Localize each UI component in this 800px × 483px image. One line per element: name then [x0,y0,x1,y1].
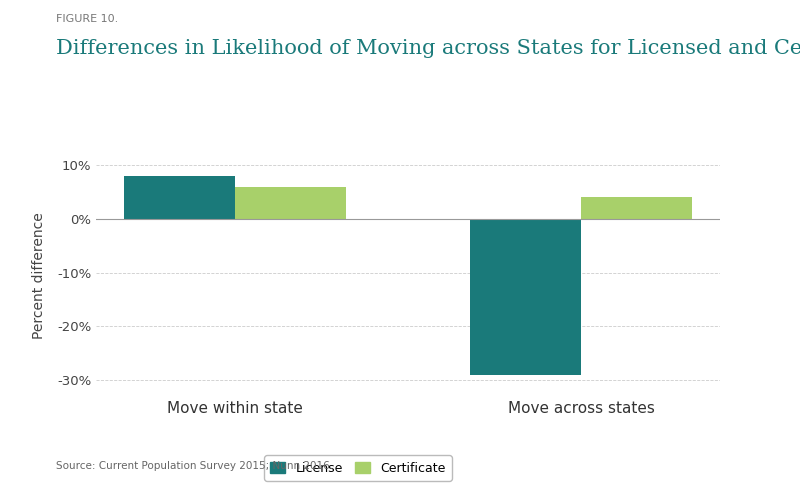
Text: FIGURE 10.: FIGURE 10. [56,14,118,25]
Text: Differences in Likelihood of Moving across States for Licensed and Certified Wor: Differences in Likelihood of Moving acro… [56,39,800,57]
Bar [124,176,235,219]
Y-axis label: Percent difference: Percent difference [32,212,46,339]
Bar [581,198,692,219]
Text: Source: Current Population Survey 2015; Nunn 2016.: Source: Current Population Survey 2015; … [56,461,333,471]
Bar [235,187,346,219]
Legend: License, Certificate: License, Certificate [264,455,452,481]
Bar [470,219,581,375]
